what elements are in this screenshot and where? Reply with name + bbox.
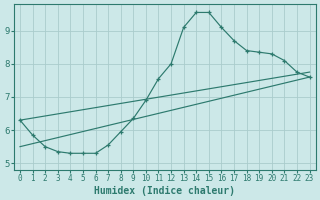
X-axis label: Humidex (Indice chaleur): Humidex (Indice chaleur) bbox=[94, 186, 235, 196]
